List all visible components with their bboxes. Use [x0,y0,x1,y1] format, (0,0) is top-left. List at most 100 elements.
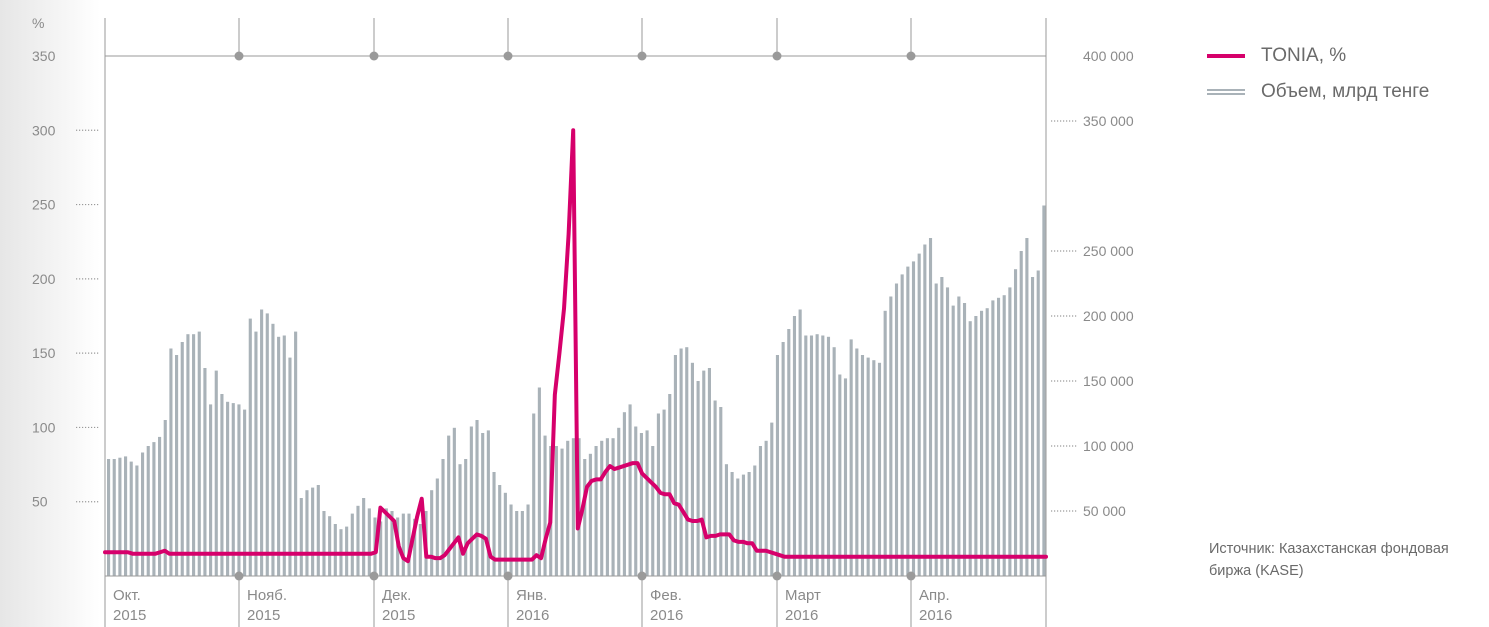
volume-bar [843,378,848,576]
month-dot-bottom [503,571,513,581]
volume-bar [815,334,819,576]
right-tick-label: 400 000 [1083,48,1134,64]
volume-bar [724,464,729,576]
volume-bar [951,305,955,576]
month-year-label: 2016 [785,607,818,624]
volume-bar [668,394,672,576]
volume-bar [237,404,241,576]
volume-bar [294,331,298,576]
right-tick-label: 150 000 [1083,373,1134,389]
left-tick-label: 350 [32,48,56,64]
volume-bar [962,303,967,576]
left-tick-label: 200 [32,271,56,287]
volume-bar [770,422,774,576]
volume-bar [492,472,496,576]
volume-bar [435,478,439,576]
volume-bar [452,427,456,576]
volume-bar [203,368,207,576]
volume-bar [554,446,558,576]
volume-bar [112,459,116,576]
volume-bar [209,404,213,576]
month-label: Янв. [516,587,547,604]
month-label: Фев. [650,587,682,604]
month-label: Дек. [382,587,411,604]
volume-bar [923,244,927,576]
volume-bar [475,420,479,576]
month-year-label: 2016 [650,607,683,624]
right-tick-label: 250 000 [1083,243,1134,259]
volume-bar [345,526,349,576]
volume-bar [486,430,490,576]
volume-bar [991,300,995,576]
volume-bar [996,297,1001,576]
volume-bar [605,438,609,576]
volume-bar [1025,238,1029,576]
volume-bar [1013,269,1018,576]
left-axis: % 350 300 250 200 150 100 50 [32,15,100,510]
volume-bar [265,313,269,576]
volume-bar [968,321,972,576]
month-dot-top [772,51,782,61]
volume-bar [1030,277,1035,576]
volume-bar [469,426,473,576]
left-gradient-panel [0,0,100,627]
volume-bar [917,253,921,576]
month-axis: Окт. 2015 Нояб. 2015 Дек. 2015 Янв. 2016 Фев. 201… [113,587,952,624]
volume-bar [282,335,286,576]
volume-bar [798,309,802,576]
volume-bar [260,309,264,576]
volume-bar [957,296,961,576]
volume-bar [571,438,575,576]
volume-bar [299,498,303,576]
volume-bar [158,436,162,576]
left-tick-label: 150 [32,345,56,361]
volume-bar [333,524,337,576]
volume-bar [543,435,547,576]
left-tick-label: 250 [32,197,56,213]
right-tick-label: 350 000 [1083,113,1134,129]
volume-bar [889,296,893,576]
volume-bar [826,336,831,576]
volume-bar [883,310,887,576]
volume-bar [747,472,751,576]
volume-bar [934,283,938,576]
volume-bar [685,347,689,576]
left-tick-label: 50 [32,494,48,510]
volume-bar [430,490,434,576]
volume-bar [248,318,252,576]
volume-bar [781,342,785,576]
volume-bars [107,205,1046,576]
volume-bar [288,357,292,576]
volume-bar [192,334,196,576]
volume-bar [328,516,332,576]
source-note: Источник: Казахстанская фондовая биржа (… [1209,541,1449,579]
volume-bar [214,370,218,576]
volume-bar [152,442,156,576]
volume-bar [696,381,700,576]
volume-bar [838,374,842,576]
volume-bar [1008,287,1012,576]
volume-bar [447,435,451,576]
month-dot-bottom [234,571,244,581]
month-dot-top [503,51,513,61]
volume-bar [407,513,411,576]
volume-bar [537,387,541,576]
volume-bar [645,430,649,576]
volume-bar [628,404,632,576]
volume-bar [849,339,853,576]
volume-bar [974,316,978,576]
volume-bar [611,438,615,576]
volume-bar [792,316,797,576]
volume-bar [860,355,865,576]
volume-bar [311,487,315,576]
legend: TONIA, % Объем, млрд тенге [1207,40,1429,112]
volume-bar [390,511,394,576]
month-dot-top [369,51,379,61]
volume-bar [906,266,910,576]
volume-bar [141,452,145,576]
volume-bar [464,459,468,576]
legend-label-volume: Объем, млрд тенге [1261,81,1430,102]
volume-bar [124,456,128,576]
legend-item-tonia: TONIA, % [1207,40,1429,72]
